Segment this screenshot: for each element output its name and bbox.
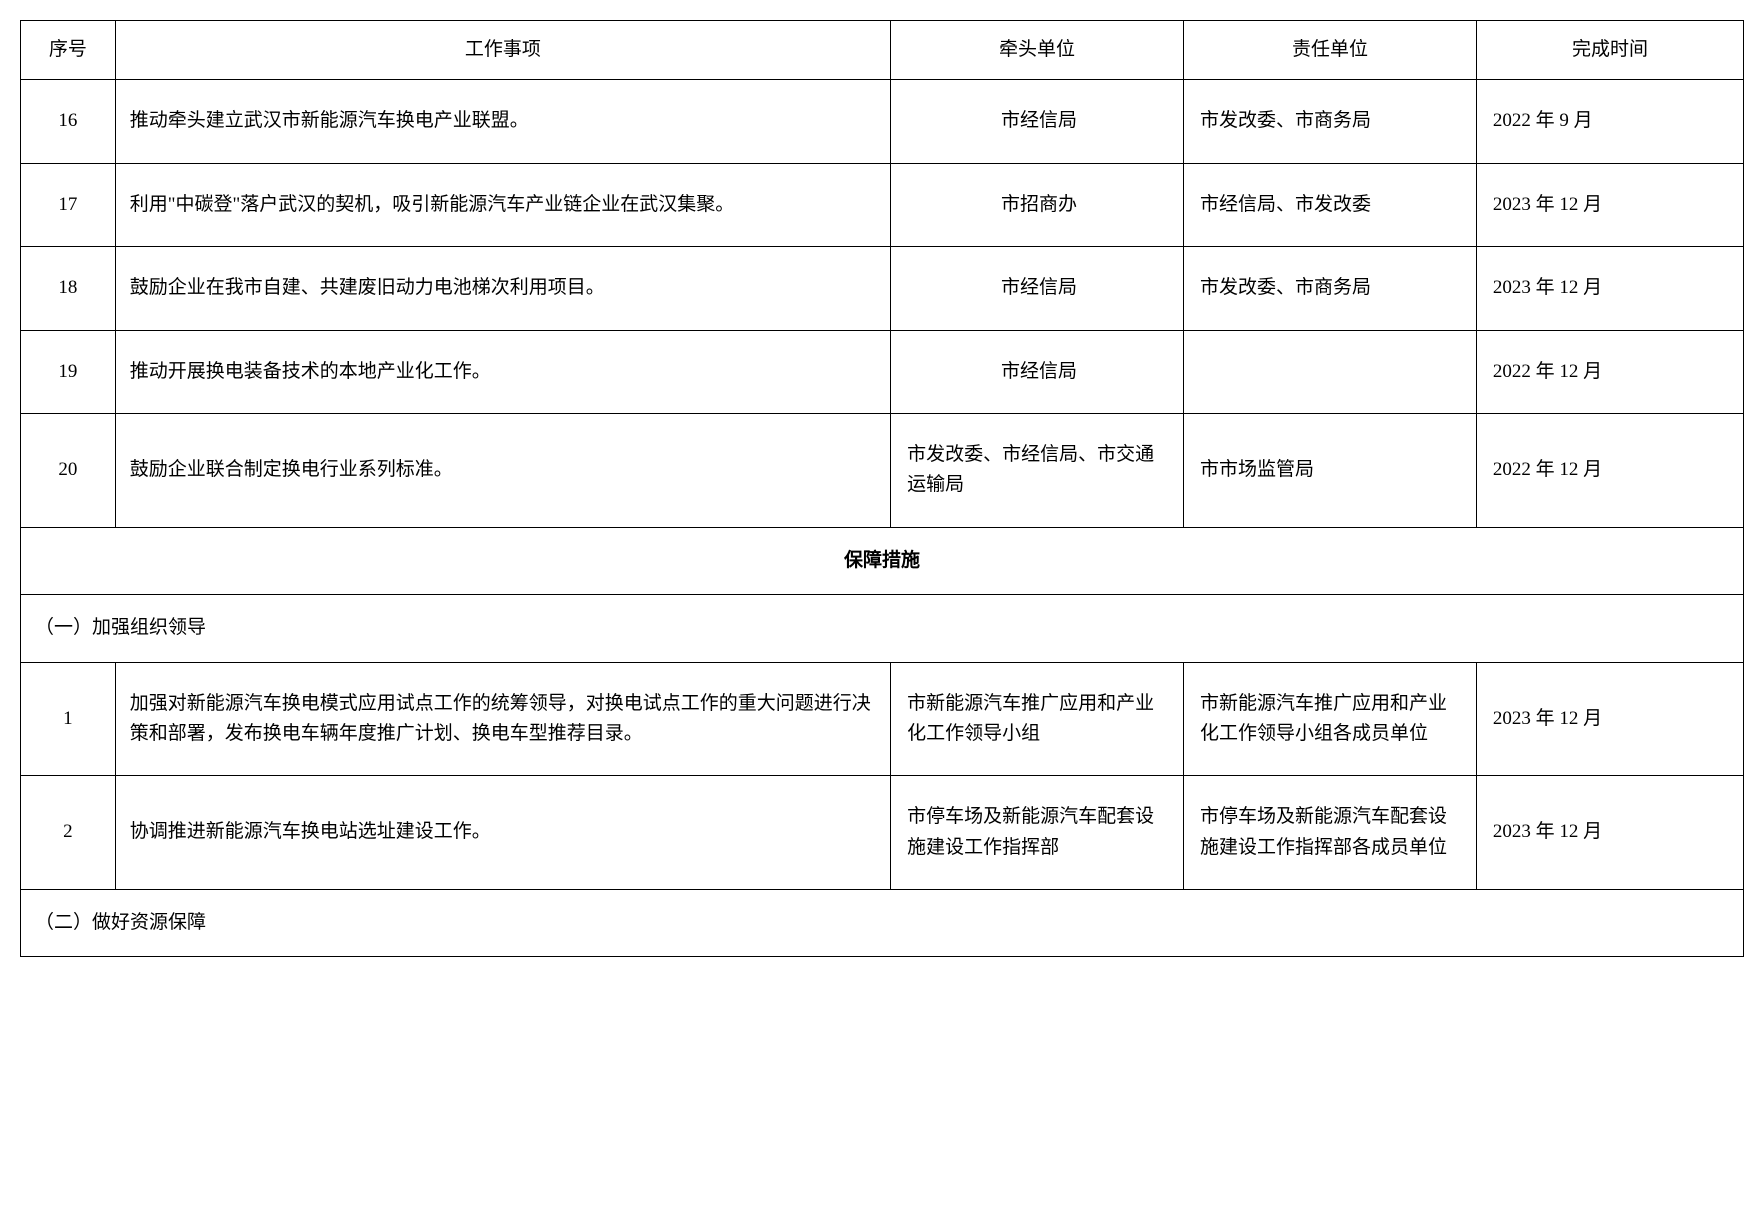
cell-seq: 19: [21, 330, 116, 413]
cell-lead: 市经信局: [891, 80, 1184, 163]
cell-task: 加强对新能源汽车换电模式应用试点工作的统筹领导，对换电试点工作的重大问题进行决策…: [115, 662, 890, 776]
header-date: 完成时间: [1476, 21, 1743, 80]
header-task: 工作事项: [115, 21, 890, 80]
cell-lead: 市新能源汽车推广应用和产业化工作领导小组: [891, 662, 1184, 776]
header-lead: 牵头单位: [891, 21, 1184, 80]
cell-task: 利用"中碳登"落户武汉的契机，吸引新能源汽车产业链企业在武汉集聚。: [115, 163, 890, 246]
table-row: 20 鼓励企业联合制定换电行业系列标准。 市发改委、市经信局、市交通运输局 市市…: [21, 413, 1744, 527]
cell-lead: 市招商办: [891, 163, 1184, 246]
cell-lead: 市停车场及新能源汽车配套设施建设工作指挥部: [891, 776, 1184, 890]
task-table-container: 序号 工作事项 牵头单位 责任单位 完成时间 16 推动牵头建立武汉市新能源汽车…: [20, 20, 1744, 957]
task-table: 序号 工作事项 牵头单位 责任单位 完成时间 16 推动牵头建立武汉市新能源汽车…: [20, 20, 1744, 957]
subsection-row: （一）加强组织领导: [21, 595, 1744, 662]
cell-seq: 16: [21, 80, 116, 163]
section-header-row: 保障措施: [21, 527, 1744, 594]
subsection-cell: （一）加强组织领导: [21, 595, 1744, 662]
table-row: 18 鼓励企业在我市自建、共建废旧动力电池梯次利用项目。 市经信局 市发改委、市…: [21, 247, 1744, 330]
cell-resp: [1184, 330, 1477, 413]
cell-date: 2022 年 9 月: [1476, 80, 1743, 163]
cell-task: 鼓励企业联合制定换电行业系列标准。: [115, 413, 890, 527]
cell-lead: 市经信局: [891, 330, 1184, 413]
cell-seq: 1: [21, 662, 116, 776]
cell-resp: 市市场监管局: [1184, 413, 1477, 527]
cell-resp: 市经信局、市发改委: [1184, 163, 1477, 246]
cell-date: 2022 年 12 月: [1476, 330, 1743, 413]
cell-seq: 2: [21, 776, 116, 890]
cell-date: 2023 年 12 月: [1476, 776, 1743, 890]
cell-resp: 市新能源汽车推广应用和产业化工作领导小组各成员单位: [1184, 662, 1477, 776]
table-row: 19 推动开展换电装备技术的本地产业化工作。 市经信局 2022 年 12 月: [21, 330, 1744, 413]
cell-date: 2023 年 12 月: [1476, 247, 1743, 330]
cell-seq: 18: [21, 247, 116, 330]
table-row: 16 推动牵头建立武汉市新能源汽车换电产业联盟。 市经信局 市发改委、市商务局 …: [21, 80, 1744, 163]
cell-task: 推动开展换电装备技术的本地产业化工作。: [115, 330, 890, 413]
cell-task: 鼓励企业在我市自建、共建废旧动力电池梯次利用项目。: [115, 247, 890, 330]
cell-task: 协调推进新能源汽车换电站选址建设工作。: [115, 776, 890, 890]
cell-date: 2023 年 12 月: [1476, 163, 1743, 246]
cell-date: 2022 年 12 月: [1476, 413, 1743, 527]
section-header-cell: 保障措施: [21, 527, 1744, 594]
header-seq: 序号: [21, 21, 116, 80]
cell-resp: 市停车场及新能源汽车配套设施建设工作指挥部各成员单位: [1184, 776, 1477, 890]
cell-task: 推动牵头建立武汉市新能源汽车换电产业联盟。: [115, 80, 890, 163]
cell-resp: 市发改委、市商务局: [1184, 247, 1477, 330]
cell-seq: 17: [21, 163, 116, 246]
cell-lead: 市发改委、市经信局、市交通运输局: [891, 413, 1184, 527]
table-row: 17 利用"中碳登"落户武汉的契机，吸引新能源汽车产业链企业在武汉集聚。 市招商…: [21, 163, 1744, 246]
cell-lead: 市经信局: [891, 247, 1184, 330]
table-row: 2 协调推进新能源汽车换电站选址建设工作。 市停车场及新能源汽车配套设施建设工作…: [21, 776, 1744, 890]
cell-resp: 市发改委、市商务局: [1184, 80, 1477, 163]
table-header-row: 序号 工作事项 牵头单位 责任单位 完成时间: [21, 21, 1744, 80]
table-row: 1 加强对新能源汽车换电模式应用试点工作的统筹领导，对换电试点工作的重大问题进行…: [21, 662, 1744, 776]
header-resp: 责任单位: [1184, 21, 1477, 80]
subsection-cell: （二）做好资源保障: [21, 890, 1744, 957]
cell-date: 2023 年 12 月: [1476, 662, 1743, 776]
cell-seq: 20: [21, 413, 116, 527]
subsection-row: （二）做好资源保障: [21, 890, 1744, 957]
